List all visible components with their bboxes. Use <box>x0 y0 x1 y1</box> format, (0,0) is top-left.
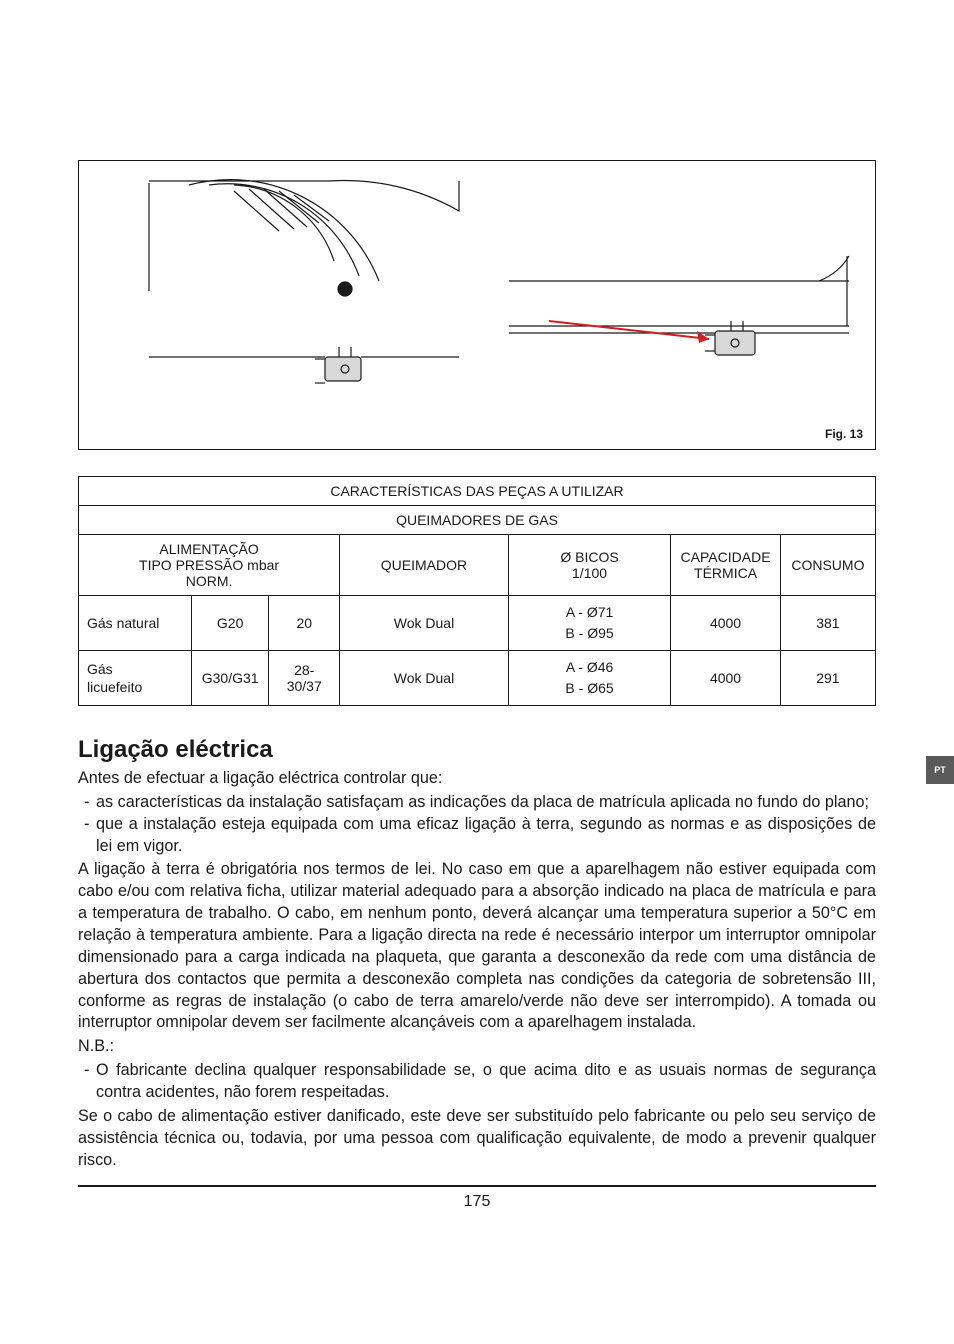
figure-13-svg <box>79 161 875 449</box>
nozzle-b-0: B - Ø95 <box>565 625 613 641</box>
table-title: CARACTERÍSTICAS DAS PEÇAS A UTILIZAR <box>79 477 876 506</box>
figure-label: Fig. 13 <box>825 427 863 441</box>
footer-rule <box>78 1185 876 1187</box>
header-consumption: CONSUMO <box>780 535 875 596</box>
cell-feed-1: Gáslicuefeito <box>79 651 192 706</box>
nb-label: N.B.: <box>78 1036 876 1058</box>
list-item: - que a instalação esteja equipada com u… <box>78 814 876 858</box>
header-burner: QUEIMADOR <box>340 535 509 596</box>
nozzle-a-0: A - Ø71 <box>566 604 613 620</box>
list-item: - as características da instalação satis… <box>78 792 876 814</box>
section-heading: Ligação eléctrica <box>78 736 876 764</box>
table-subtitle: QUEIMADORES DE GAS <box>79 506 876 535</box>
bullet-text-1: que a instalação esteja equipada com uma… <box>96 814 876 858</box>
cell-nozzle-0: A - Ø71 B - Ø95 <box>508 596 670 651</box>
cell-capacity-1: 4000 <box>671 651 781 706</box>
cell-gas-0: G20 <box>191 596 268 651</box>
dash-icon: - <box>78 814 96 858</box>
cell-consumption-0: 381 <box>780 596 875 651</box>
bullet-text-0: as características da instalação satisfa… <box>96 792 876 814</box>
nb-list: - O fabricante declina qualquer responsa… <box>78 1060 876 1104</box>
cell-feed-0: Gás natural <box>79 596 192 651</box>
cell-capacity-0: 4000 <box>671 596 781 651</box>
header-nozzle: Ø BICOS1/100 <box>508 535 670 596</box>
cell-gas-1: G30/G31 <box>191 651 268 706</box>
bullet-list: - as características da instalação satis… <box>78 792 876 858</box>
dash-icon: - <box>78 792 96 814</box>
cell-nozzle-1: A - Ø46 B - Ø65 <box>508 651 670 706</box>
section-intro: Antes de efectuar a ligação eléctrica co… <box>78 768 876 790</box>
paragraph-2: Se o cabo de alimentação estiver danific… <box>78 1106 876 1172</box>
parts-table: CARACTERÍSTICAS DAS PEÇAS A UTILIZAR QUE… <box>78 476 876 706</box>
dash-icon: - <box>78 1060 96 1104</box>
header-feed: ALIMENTAÇÃOTIPO PRESSÃO mbarNORM. <box>79 535 340 596</box>
cell-pressure-0: 20 <box>269 596 340 651</box>
list-item: - O fabricante declina qualquer responsa… <box>78 1060 876 1104</box>
nozzle-a-1: A - Ø46 <box>566 659 613 675</box>
header-capacity: CAPACIDADETÉRMICA <box>671 535 781 596</box>
cell-burner-1: Wok Dual <box>340 651 509 706</box>
page-number: 175 <box>78 1193 876 1211</box>
figure-13: Fig. 13 <box>78 160 876 450</box>
cell-burner-0: Wok Dual <box>340 596 509 651</box>
nozzle-b-1: B - Ø65 <box>565 680 613 696</box>
cell-consumption-1: 291 <box>780 651 875 706</box>
cell-pressure-1: 28-30/37 <box>269 651 340 706</box>
language-tab: PT <box>926 756 954 784</box>
paragraph-1: A ligação à terra é obrigatória nos term… <box>78 859 876 1034</box>
nb-bullet-text: O fabricante declina qualquer responsabi… <box>96 1060 876 1104</box>
